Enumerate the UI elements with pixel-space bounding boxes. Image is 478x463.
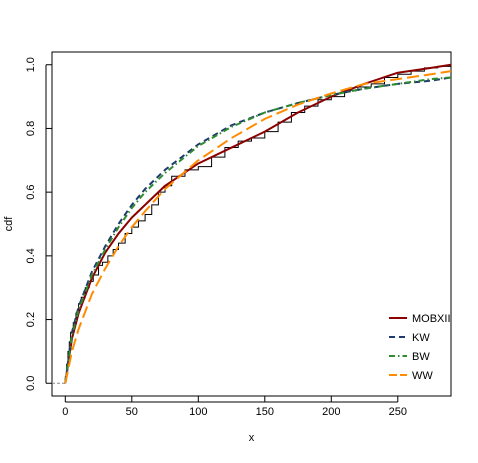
- y-tick-label: 0.0: [25, 376, 37, 391]
- plot-clip-group: [52, 63, 451, 384]
- legend-label-bw: BW: [412, 351, 430, 363]
- x-tick-label: 0: [62, 406, 68, 418]
- x-tick-label: 100: [189, 406, 207, 418]
- plot-frame: [51, 51, 452, 397]
- legend-label-kw: KW: [412, 332, 430, 344]
- series-line-ww: [64, 70, 451, 384]
- empirical-cdf-step: [64, 64, 451, 384]
- series-line-mobxii: [64, 63, 451, 384]
- y-tick-label: 1.0: [25, 57, 37, 72]
- series-line-bw: [64, 76, 451, 384]
- legend-label-ww: WW: [412, 370, 433, 382]
- x-axis: 0 50 100 150 200 250: [62, 396, 407, 418]
- y-axis-label: cdf: [3, 216, 15, 232]
- x-axis-label: x: [249, 432, 255, 444]
- y-tick-label: 0.4: [25, 248, 37, 263]
- y-tick-label: 0.6: [25, 184, 37, 199]
- plot-area: [52, 63, 451, 384]
- x-tick-label: 200: [322, 406, 340, 418]
- legend: MOBXII KW BW WW: [389, 313, 451, 382]
- x-tick-label: 250: [389, 406, 407, 418]
- y-axis: 0.0 0.2 0.4 0.6 0.8 1.0: [25, 57, 52, 391]
- x-tick-label: 50: [126, 406, 138, 418]
- x-tick-label: 150: [256, 406, 274, 418]
- y-tick-label: 0.2: [25, 312, 37, 327]
- legend-label-mobxii: MOBXII: [412, 313, 451, 325]
- y-tick-label: 0.8: [25, 121, 37, 136]
